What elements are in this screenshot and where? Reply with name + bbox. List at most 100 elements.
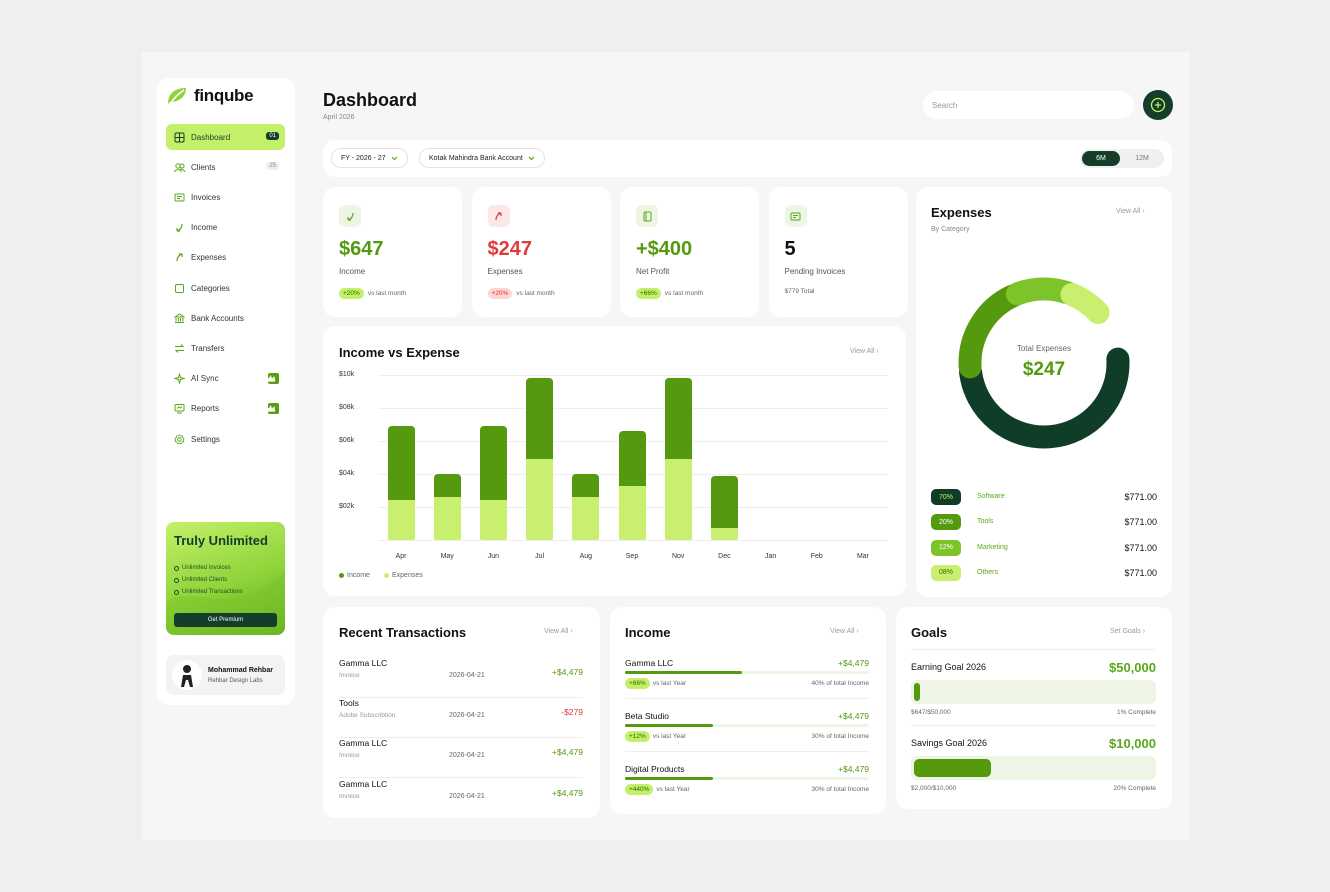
bar-income-dec[interactable] [710,475,738,529]
x-tick-label: Mar [856,553,870,560]
stat-icon [339,205,361,227]
bar-income-may[interactable] [433,474,461,498]
income-view-all-link[interactable]: View All › [830,628,859,635]
sidebar-item-dashboard[interactable]: Dashboard 01 [166,124,285,150]
stat-value: 5 [784,238,796,260]
sidebar-item-reports[interactable]: Reports [166,396,285,422]
report-icon [174,404,185,414]
bar-expenses-jun[interactable] [479,500,507,540]
category-row-others[interactable]: 08% Others $771.00 [931,564,1157,581]
bar-expenses-aug[interactable] [572,497,600,540]
change-badge: +20% [487,288,513,299]
leaf-logo-icon [168,88,186,105]
donut-total-value: $247 [1022,359,1066,380]
expenses-view-all-link[interactable]: View All › [1116,208,1145,215]
person-icon [181,665,193,687]
list-item[interactable]: Digital Products +$4,479 +440% vs last Year… [625,764,869,817]
sidebar-item-income[interactable]: Income [166,215,285,241]
donut-slice-marketing[interactable] [1005,277,1079,306]
get-premium-button[interactable]: Get Premium [174,613,277,627]
bank-account-value: Kotak Mahindra Bank Account [429,154,523,162]
check-circle-icon [174,577,179,583]
donut-slice-software[interactable] [959,347,1130,449]
category-amount: $771.00 [1124,542,1157,553]
book-icon [643,211,651,221]
category-row-marketing[interactable]: 12% Marketing $771.00 [931,539,1157,556]
grid-line [378,540,888,541]
income-source-name: Beta Studio [625,711,669,721]
x-tick-label: Jan [764,553,777,560]
goal-target: $10,000 [1109,736,1156,751]
goal-progress-text: $2,000/$10,000 [911,785,957,792]
table-row[interactable]: Gamma LLC Invoice 2026-04-21 +$4,479 [339,738,583,779]
stat-footer: +20% vs last month [339,288,406,299]
search-input[interactable] [923,91,1134,119]
sidebar-item-settings[interactable]: Settings [166,426,285,452]
sidebar-item-ai-sync[interactable]: AI Sync [166,366,285,392]
bar-expenses-dec[interactable] [710,528,738,540]
bar-income-aug[interactable] [572,474,600,498]
add-button[interactable] [1143,90,1173,120]
transaction-name: Gamma LLC [339,778,388,789]
stat-icon [487,205,510,227]
grid-icon [174,132,185,142]
premium-promo: Truly Unlimited Unlimited Invoices Unlim… [166,522,285,635]
bar-expenses-sep[interactable] [618,485,646,540]
arrow-down-left-icon [176,224,183,232]
range-6m-button[interactable]: 6M [1082,151,1120,166]
table-row[interactable]: Gamma LLC Invoice 2026-04-21 +$4,479 [339,779,583,819]
promo-feature: Unlimited Invoices [174,565,231,571]
bar-income-jul[interactable] [526,378,554,460]
x-tick-label: Jul [535,553,545,560]
goals-title: Goals [911,625,948,640]
stat-footer-text: vs last month [367,290,407,297]
divider [625,751,869,752]
bar-income-apr[interactable] [387,426,415,501]
transaction-date: 2026-04-21 [449,672,485,679]
bar-income-jun[interactable] [479,426,507,501]
bar-income-nov[interactable] [664,378,692,460]
promo-feature: Unlimited Transactions [174,589,243,595]
sidebar-item-transfers[interactable]: Transfers [166,335,285,361]
sidebar-item-expenses[interactable]: Expenses [166,245,285,271]
bar-expenses-may[interactable] [433,497,461,540]
crown-icon [265,402,279,414]
transactions-view-all-link[interactable]: View All › [544,628,573,635]
table-row[interactable]: Gamma LLC Invoice 2026-04-21 +$4,479 [339,658,583,698]
bar-expenses-nov[interactable] [664,459,692,540]
range-12m-button[interactable]: 12M [1135,155,1149,162]
transaction-date: 2026-04-21 [449,752,485,760]
sidebar-item-label: Clients [191,162,216,172]
sidebar-item-invoices[interactable]: Invoices [166,184,285,210]
set-goals-link[interactable]: Set Goals › [1110,628,1146,635]
donut-slice-others[interactable] [1060,282,1110,325]
category-row-tools[interactable]: 20% Tools $771.00 [931,514,1157,531]
list-item[interactable]: Beta Studio +$4,479 +12% vs last Year 30% of… [625,711,869,764]
user-profile[interactable]: Mohammad Rehbar Rehbar Design Labs [166,655,285,695]
change-badge: +20% [339,288,364,299]
category-row-software[interactable]: 70% Software $771.00 [931,489,1157,505]
stat-card-expenses: $247 Expenses +20% vs last month [471,187,611,317]
transactions-title: Recent Transactions [339,625,467,640]
logo[interactable]: finqube [166,86,254,106]
donut-slice-tools[interactable] [958,284,1025,379]
sidebar-item-categories[interactable]: Categories [166,275,285,301]
goal-progress-fill [914,759,991,777]
bank-account-select[interactable]: Kotak Mahindra Bank Account [419,148,545,168]
transaction-name: Tools [339,698,359,709]
income-footer-text: vs last Year [652,680,687,687]
x-tick-label: Feb [810,553,823,560]
chart-view-all-link[interactable]: View All › [850,348,879,355]
arrow-up-right-icon [176,253,183,262]
bar-income-sep[interactable] [618,431,646,486]
list-item[interactable]: Gamma LLC +$4,479 +66% vs last Year 40% of t… [625,658,869,711]
bar-expenses-apr[interactable] [387,500,415,540]
stat-label: Expenses [487,267,523,276]
page-title: Dashboard [323,90,418,110]
bar-expenses-jul[interactable] [526,459,554,540]
sidebar-item-bank-accounts[interactable]: Bank Accounts [166,305,285,331]
sidebar-item-clients[interactable]: Clients 25 [166,154,285,180]
fiscal-year-select[interactable]: FY - 2026 - 27 [331,148,408,168]
income-source-name: Gamma LLC [625,658,674,668]
table-row[interactable]: Tools Adobe Subscribtion 2026-04-21 -$279 [339,698,583,739]
